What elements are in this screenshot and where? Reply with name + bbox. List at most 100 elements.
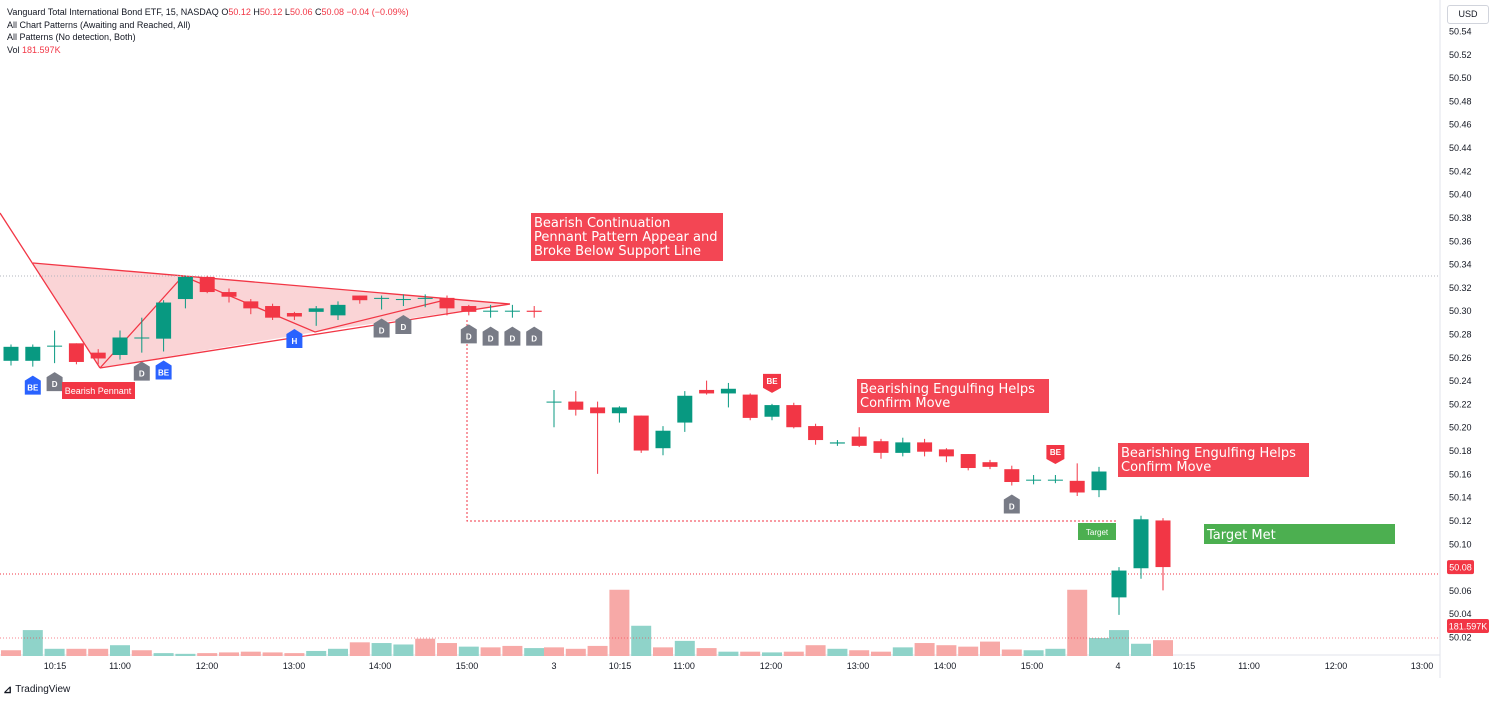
tradingview-logo[interactable]: ⊿ TradingView xyxy=(3,683,70,696)
signal-marker-d: D xyxy=(526,326,543,346)
candle-body xyxy=(286,313,302,317)
brand-label: TradingView xyxy=(15,684,71,695)
price-tick-label: 50.44 xyxy=(1449,143,1472,153)
price-tick-label: 50.14 xyxy=(1449,493,1472,503)
volume-bar xyxy=(1067,589,1088,656)
volume-bar xyxy=(587,645,608,656)
volume-bar xyxy=(565,648,586,656)
change-value: −0.04 (−0.09%) xyxy=(346,7,409,17)
volume-bar xyxy=(480,647,501,656)
signal-marker-d: D xyxy=(460,324,477,344)
signal-badge xyxy=(504,326,521,346)
signal-badge xyxy=(373,318,390,338)
price-tick-label: 50.48 xyxy=(1449,96,1472,106)
candle-body xyxy=(1047,479,1063,481)
volume-bar xyxy=(783,651,804,656)
volume-bar xyxy=(197,653,218,656)
volume-bar xyxy=(349,642,370,656)
signal-marker-be: BE xyxy=(24,375,41,395)
time-tick-label: 12:00 xyxy=(1325,661,1348,671)
signal-label: BE xyxy=(766,377,778,386)
candle-body xyxy=(655,430,671,449)
volume-bar xyxy=(653,647,673,656)
volume-bar xyxy=(544,647,564,656)
volume-bar xyxy=(219,652,239,656)
candle-body xyxy=(112,337,128,355)
price-tick-label: 50.18 xyxy=(1449,446,1472,456)
price-tick-label: 50.52 xyxy=(1449,50,1472,60)
volume-bar xyxy=(44,648,65,656)
candle-body xyxy=(3,346,19,361)
candle-body xyxy=(483,310,499,312)
signal-label: H xyxy=(292,337,298,346)
signal-marker-be: BE xyxy=(1046,445,1065,465)
volume-bar xyxy=(262,652,283,656)
target-tag-label: Target xyxy=(1086,528,1109,537)
engulfing-note-box xyxy=(857,379,1049,413)
candle-body xyxy=(895,442,911,453)
candle-body xyxy=(677,395,693,423)
indicator-chart-patterns[interactable]: All Chart Patterns (Awaiting and Reached… xyxy=(7,19,191,30)
candle-body xyxy=(611,407,627,414)
volume-bar xyxy=(980,641,1000,656)
signal-label: D xyxy=(531,335,537,344)
chart-legend: Vanguard Total International Bond ETF, 1… xyxy=(7,6,409,56)
symbol-title: Vanguard Total International Bond ETF, 1… xyxy=(7,7,219,17)
volume-bar xyxy=(175,653,196,656)
price-tick-label: 50.10 xyxy=(1449,539,1472,549)
volume-bar xyxy=(762,652,782,656)
signal-label: D xyxy=(52,380,58,389)
candle-body xyxy=(265,306,281,318)
volume-bar xyxy=(914,643,935,656)
price-tick-label: 50.22 xyxy=(1449,399,1472,409)
candle-body xyxy=(808,426,824,441)
signal-badge xyxy=(460,324,477,344)
signal-badge xyxy=(1046,445,1065,465)
candle-body xyxy=(546,401,562,403)
signal-marker-d: D xyxy=(373,318,390,338)
candle-body xyxy=(1111,570,1127,598)
pennant-note-box xyxy=(531,213,723,261)
signal-marker-h: H xyxy=(286,329,303,349)
volume-bar xyxy=(393,644,414,656)
volume-bar xyxy=(696,648,717,656)
candle-body xyxy=(1026,479,1042,481)
pennant-note-text: Bearish Continuation xyxy=(534,216,670,231)
currency-button[interactable]: USD xyxy=(1447,5,1489,24)
volume-bar xyxy=(328,648,348,656)
signal-badge xyxy=(46,372,63,392)
price-tick-label: 50.06 xyxy=(1449,586,1472,596)
pennant-pole-line xyxy=(0,212,101,369)
time-tick-label: 12:00 xyxy=(196,661,219,671)
volume-bar xyxy=(936,645,957,656)
candle-body xyxy=(982,462,998,467)
candle-body xyxy=(829,442,845,444)
price-tick-label: 50.40 xyxy=(1449,190,1472,200)
time-tick-label: 13:00 xyxy=(283,661,306,671)
candle-body xyxy=(590,407,606,414)
candle-body xyxy=(742,394,758,418)
volume-bar xyxy=(1131,643,1151,656)
signal-marker-d: D xyxy=(46,372,63,392)
volume-bar xyxy=(1023,650,1044,656)
volume-bar xyxy=(1001,649,1022,656)
price-tick-label: 50.30 xyxy=(1449,306,1472,316)
candle-body xyxy=(461,306,477,312)
signal-badge xyxy=(155,360,172,380)
signal-label: D xyxy=(1009,503,1015,512)
high-label: H xyxy=(253,7,260,17)
open-label: O xyxy=(221,7,229,17)
volume-bar xyxy=(458,646,479,656)
candle-body xyxy=(873,441,889,453)
price-tick-label: 50.16 xyxy=(1449,469,1472,479)
volume-label: Vol xyxy=(7,44,20,55)
open-value: 50.12 xyxy=(228,7,251,17)
signal-badge xyxy=(395,315,412,335)
engulfing-note-text: Bearishing Engulfing Helps xyxy=(860,382,1035,397)
signal-label: D xyxy=(379,327,385,336)
signal-label: BE xyxy=(1050,448,1062,457)
price-tick-label: 50.46 xyxy=(1449,120,1472,130)
indicator-patterns[interactable]: All Patterns (No detection, Both) xyxy=(7,32,136,42)
candle-body xyxy=(68,343,84,362)
